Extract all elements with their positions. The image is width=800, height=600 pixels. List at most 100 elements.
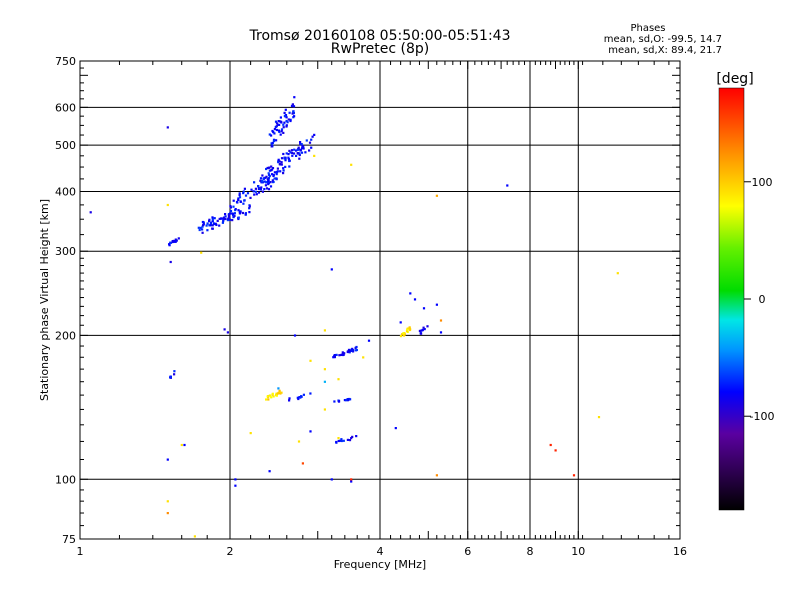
stats-title: Phases [630, 23, 665, 34]
data-point [291, 112, 294, 115]
data-point [298, 157, 301, 160]
data-point [301, 144, 304, 148]
data-point [279, 116, 282, 119]
data-point [244, 212, 247, 215]
data-point [337, 378, 340, 381]
data-point [177, 237, 180, 240]
data-point [418, 329, 421, 333]
data-point [333, 355, 336, 358]
data-point [222, 218, 225, 221]
data-point [423, 328, 426, 331]
data-point [335, 440, 338, 444]
data-point [248, 205, 251, 208]
data-point [300, 395, 303, 398]
data-point [276, 170, 279, 173]
data-point [229, 205, 232, 208]
data-point [340, 439, 343, 443]
data-point [282, 169, 285, 172]
data-point [351, 347, 354, 350]
data-point [282, 172, 285, 175]
data-point [346, 350, 349, 354]
data-point [597, 416, 601, 419]
data-point [295, 154, 298, 157]
data-point [209, 224, 212, 227]
data-point [224, 217, 227, 221]
grid-lines [80, 61, 680, 539]
data-point [267, 166, 270, 170]
data-point [439, 331, 443, 334]
x-axis: 1 2 4 6 8 10 16 [77, 61, 687, 558]
data-point [346, 438, 349, 441]
data-point [313, 133, 316, 136]
data-point [242, 192, 245, 195]
data-point [275, 139, 278, 142]
data-point [197, 226, 200, 229]
data-point [223, 328, 226, 331]
data-point [173, 373, 176, 376]
data-point [355, 435, 358, 438]
data-point [252, 190, 255, 193]
data-point [297, 440, 301, 443]
data-point [408, 326, 411, 329]
data-point [292, 105, 296, 108]
data-point [350, 480, 353, 483]
data-point [278, 389, 281, 392]
data-point [323, 368, 326, 371]
data-point [282, 152, 285, 156]
data-point [284, 157, 287, 161]
data-point [343, 352, 346, 355]
data-point [422, 326, 425, 329]
data-point [337, 400, 341, 403]
data-point [309, 359, 312, 362]
data-point [291, 154, 294, 157]
data-point [284, 159, 287, 162]
data-point [209, 221, 213, 224]
data-point [323, 408, 326, 411]
data-point [254, 190, 258, 193]
y-tick-label: 400 [55, 185, 76, 198]
data-point [254, 187, 257, 190]
data-point [309, 392, 312, 395]
data-point [350, 437, 353, 440]
data-point [299, 143, 302, 146]
data-point [227, 217, 230, 220]
data-point [287, 158, 290, 161]
data-point [406, 328, 409, 331]
data-point [277, 158, 280, 161]
data-point [276, 123, 279, 126]
data-point [403, 333, 406, 336]
data-point [293, 148, 296, 151]
data-point [299, 396, 302, 399]
data-point [290, 149, 294, 152]
data-point [273, 128, 276, 131]
data-point [340, 353, 343, 356]
data-point [266, 178, 269, 181]
data-point [268, 133, 271, 136]
data-point [169, 260, 172, 264]
data-point [268, 169, 271, 172]
data-point [283, 121, 286, 124]
data-point [367, 339, 371, 342]
data-point [253, 181, 256, 184]
data-point [301, 462, 304, 465]
data-point [297, 146, 300, 149]
data-point [174, 240, 177, 243]
data-point [249, 196, 252, 199]
data-point [296, 152, 299, 155]
data-point [330, 268, 333, 271]
data-point [166, 203, 169, 207]
data-point [286, 121, 289, 124]
data-point [201, 228, 204, 231]
data-point [273, 132, 276, 135]
data-point [201, 225, 204, 228]
y-axis-label: Stationary phase Virtual Height [km] [38, 199, 51, 401]
data-point [616, 272, 619, 275]
data-point [355, 345, 358, 349]
data-point [201, 231, 204, 234]
data-point [338, 354, 341, 357]
data-point [276, 392, 279, 395]
data-point [233, 214, 236, 217]
data-point [271, 392, 274, 395]
data-point [351, 435, 354, 438]
data-point [280, 120, 283, 123]
